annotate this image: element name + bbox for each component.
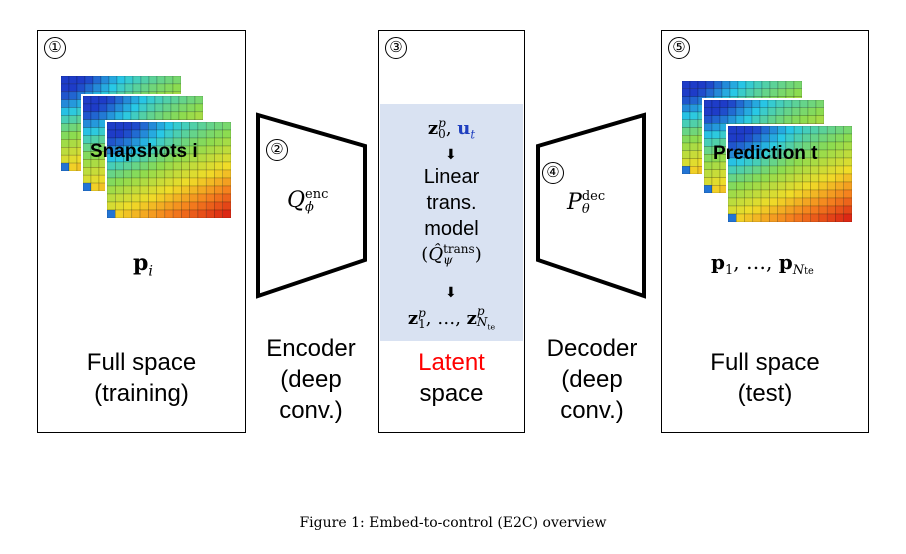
latent-region xyxy=(380,104,523,341)
panel1-caption: Full space (training) xyxy=(86,349,197,407)
snapshots-label: Snapshots i xyxy=(90,141,198,162)
decoder-trapezoid xyxy=(536,112,646,299)
step-number-1: ① xyxy=(44,37,66,59)
step-number-2: ② xyxy=(266,139,288,161)
figure-caption: Figure 1: Embed-to-control (E2C) overvie… xyxy=(299,515,607,531)
down-arrow-icon: ⬇ xyxy=(445,146,457,162)
p-i-variable: pi xyxy=(133,250,153,280)
linear-model-text: Linear trans. model xyxy=(423,166,480,240)
latent-caption: Latent space xyxy=(418,349,485,407)
step-number-5: ⑤ xyxy=(668,37,690,59)
snapshot-heatmap-3 xyxy=(107,122,231,218)
encoder-trapezoid xyxy=(256,112,367,299)
step-number-4: ④ xyxy=(542,162,564,184)
panel5-caption: Full space (test) xyxy=(710,349,820,407)
down-arrow-icon: ⬇ xyxy=(445,284,457,300)
transition-symbol: (Q̂ trans ψ) xyxy=(421,242,482,267)
encoder-caption: Encoder (deep conv.) xyxy=(266,335,356,424)
step-number-3: ③ xyxy=(385,37,407,59)
p-test-variables: p1, …, pNte xyxy=(711,250,814,278)
prediction-heatmap-3 xyxy=(728,126,852,222)
prediction-label: Prediction t xyxy=(713,143,818,164)
decoder-caption: Decoder (deep conv.) xyxy=(546,335,638,424)
